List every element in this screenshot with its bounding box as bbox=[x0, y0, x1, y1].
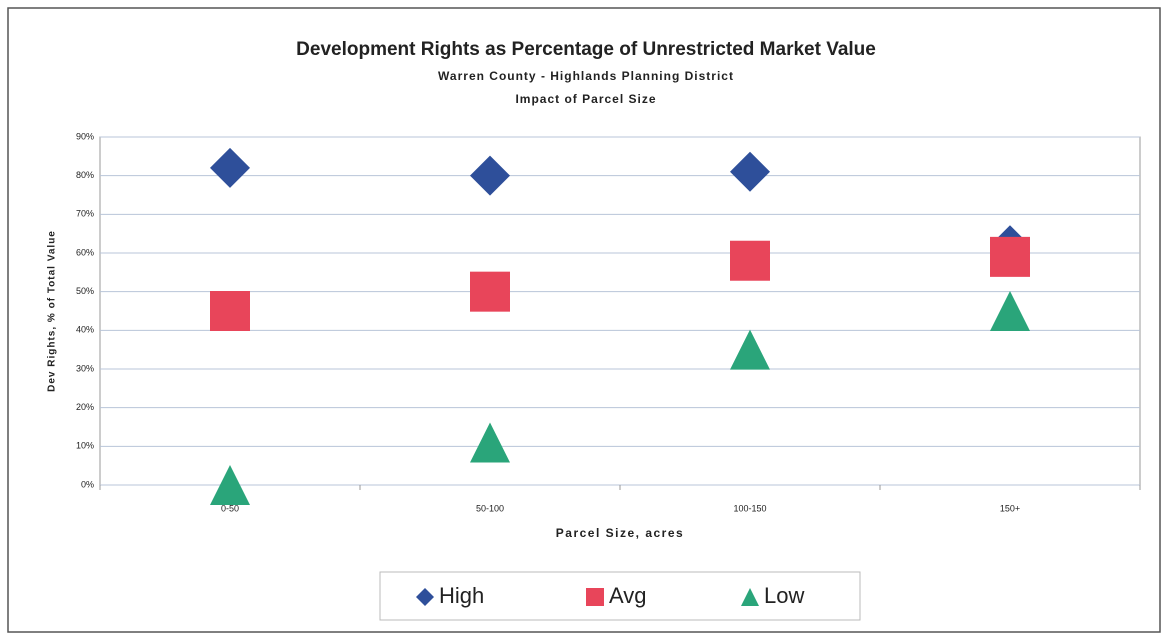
marker-diamond bbox=[730, 151, 770, 192]
y-tick-label: 50% bbox=[76, 286, 94, 296]
marker-square bbox=[730, 240, 770, 281]
marker-square bbox=[990, 236, 1030, 277]
chart-subtitle: Impact of Parcel Size bbox=[515, 92, 656, 106]
legend-marker bbox=[586, 588, 604, 606]
legend-label: Avg bbox=[609, 583, 647, 608]
y-axis-label: Dev Rights, % of Total Value bbox=[47, 230, 58, 392]
x-axis-label: Parcel Size, acres bbox=[556, 526, 684, 540]
marker-triangle bbox=[990, 291, 1030, 331]
chart-subtitle: Warren County - Highlands Planning Distr… bbox=[438, 69, 734, 83]
y-tick-label: 20% bbox=[76, 402, 94, 412]
x-tick-label: 150+ bbox=[1000, 503, 1020, 513]
y-tick-label: 10% bbox=[76, 441, 94, 451]
chart-title: Development Rights as Percentage of Unre… bbox=[296, 39, 876, 60]
legend-marker bbox=[741, 588, 759, 606]
y-tick-label: 80% bbox=[76, 170, 94, 180]
legend-label: High bbox=[439, 583, 484, 608]
legend-label: Low bbox=[764, 583, 804, 608]
marker-triangle bbox=[730, 329, 770, 370]
y-tick-label: 40% bbox=[76, 325, 94, 335]
chart-border bbox=[7, 7, 1161, 633]
y-tick-label: 90% bbox=[76, 131, 94, 141]
y-tick-label: 60% bbox=[76, 247, 94, 257]
x-tick-label: 0-50 bbox=[221, 503, 239, 513]
marker-diamond bbox=[470, 155, 510, 196]
legend-box bbox=[379, 571, 861, 621]
marker-square bbox=[210, 291, 250, 331]
legend-marker bbox=[416, 588, 434, 606]
marker-square bbox=[470, 271, 510, 312]
y-tick-label: 30% bbox=[76, 363, 94, 373]
y-tick-label: 0% bbox=[81, 479, 94, 489]
x-tick-label: 50-100 bbox=[476, 503, 504, 513]
x-tick-label: 100-150 bbox=[733, 503, 766, 513]
marker-triangle bbox=[210, 465, 250, 505]
marker-diamond bbox=[210, 147, 250, 188]
y-tick-label: 70% bbox=[76, 209, 94, 219]
marker-triangle bbox=[470, 422, 510, 463]
